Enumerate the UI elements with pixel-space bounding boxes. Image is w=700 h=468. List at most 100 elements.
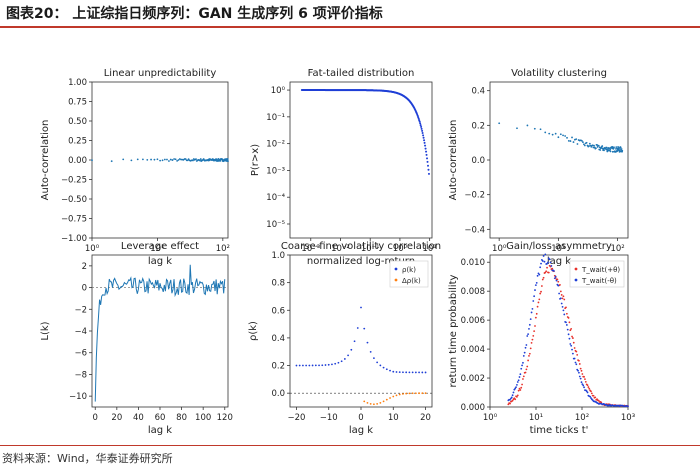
data-point xyxy=(521,364,523,367)
data-point xyxy=(546,266,548,269)
data-point xyxy=(609,148,612,151)
y-tick-label: −0.25 xyxy=(61,176,87,186)
x-tick-label: 10 xyxy=(388,413,399,423)
leverage-line xyxy=(94,264,226,402)
data-point xyxy=(530,342,533,344)
data-point xyxy=(136,158,139,161)
data-point xyxy=(516,381,519,383)
data-point xyxy=(563,298,566,301)
legend-label: ρ(k) xyxy=(402,266,416,274)
y-tick-label: −8 xyxy=(74,370,87,380)
data-point xyxy=(507,403,510,406)
y-tick-label: 10⁻² xyxy=(266,140,285,150)
data-point xyxy=(521,383,523,386)
data-point xyxy=(522,378,524,380)
data-point xyxy=(392,370,395,373)
data-point xyxy=(582,141,584,144)
data-point xyxy=(511,399,514,402)
y-tick-label: 0 xyxy=(82,284,87,294)
y-tick-label: 1.00 xyxy=(68,78,87,88)
data-point xyxy=(613,146,615,149)
chart-title: Linear unpredictability xyxy=(104,68,217,79)
data-point xyxy=(340,360,343,363)
data-point xyxy=(356,327,359,329)
data-point xyxy=(423,139,426,142)
x-tick-label: 10² xyxy=(610,244,624,254)
data-point xyxy=(334,362,337,365)
data-point xyxy=(583,144,586,147)
data-point xyxy=(569,343,572,345)
data-point xyxy=(533,295,536,298)
data-point xyxy=(627,405,629,408)
data-point xyxy=(347,354,349,357)
data-point xyxy=(518,376,521,378)
data-point xyxy=(605,146,608,149)
data-point xyxy=(517,379,520,382)
data-point xyxy=(538,273,541,276)
data-point xyxy=(369,350,372,353)
data-point xyxy=(520,386,523,389)
data-point xyxy=(389,397,391,399)
x-tick-label: 10¹ xyxy=(551,244,565,254)
data-point xyxy=(402,393,404,395)
data-point xyxy=(519,389,522,391)
data-point xyxy=(578,371,580,374)
chart-title: Gain/loss asymmetry xyxy=(506,241,612,252)
data-point xyxy=(555,279,558,282)
data-point xyxy=(295,364,298,367)
data-point xyxy=(588,387,591,390)
data-point xyxy=(581,139,583,142)
data-point xyxy=(563,313,566,316)
data-point xyxy=(395,394,398,397)
data-point xyxy=(566,328,569,331)
chart-panel-1: Linear unpredictability 10⁰ 10¹ 10² −1.00 −0.… xyxy=(40,68,230,267)
data-point xyxy=(562,134,564,137)
data-point xyxy=(509,398,511,401)
y-tick-label: 0.002 xyxy=(461,374,485,384)
data-point xyxy=(576,143,579,145)
x-tick-label: 10¹ xyxy=(529,413,543,423)
data-point xyxy=(577,369,579,372)
data-point xyxy=(529,347,532,350)
data-point xyxy=(538,298,541,301)
data-point xyxy=(539,292,542,295)
chart-title: Leverage effect xyxy=(121,241,199,252)
data-point xyxy=(532,300,535,302)
data-point xyxy=(594,396,597,399)
data-point xyxy=(583,386,585,389)
data-point xyxy=(398,393,401,396)
data-point xyxy=(540,262,542,265)
data-point xyxy=(516,127,518,130)
data-point xyxy=(580,369,583,372)
data-point xyxy=(389,369,391,372)
data-point xyxy=(603,149,605,152)
data-point xyxy=(535,282,538,284)
data-point xyxy=(582,384,585,387)
y-tick-label: 0.2 xyxy=(271,362,285,372)
data-point xyxy=(419,122,422,125)
data-point xyxy=(531,307,534,310)
y-tick-label: 10⁻⁵ xyxy=(266,220,285,230)
data-point xyxy=(541,278,544,281)
data-point xyxy=(571,337,574,339)
data-point xyxy=(379,401,382,404)
data-point xyxy=(522,361,524,364)
data-point xyxy=(427,164,429,167)
data-point xyxy=(394,278,398,282)
data-point xyxy=(529,318,532,321)
data-point xyxy=(535,312,538,315)
data-point xyxy=(168,160,170,162)
data-point xyxy=(421,371,424,374)
data-point xyxy=(421,132,424,135)
data-point xyxy=(575,350,578,353)
data-point xyxy=(219,159,222,162)
data-point xyxy=(156,158,159,161)
data-point xyxy=(560,294,563,296)
six-metric-figure: Linear unpredictability 10⁰ 10¹ 10² −1.00 −0.… xyxy=(40,68,635,436)
data-point xyxy=(142,158,144,161)
data-point xyxy=(376,402,379,405)
data-point xyxy=(226,158,229,160)
data-point xyxy=(609,150,612,153)
data-point xyxy=(580,381,583,384)
